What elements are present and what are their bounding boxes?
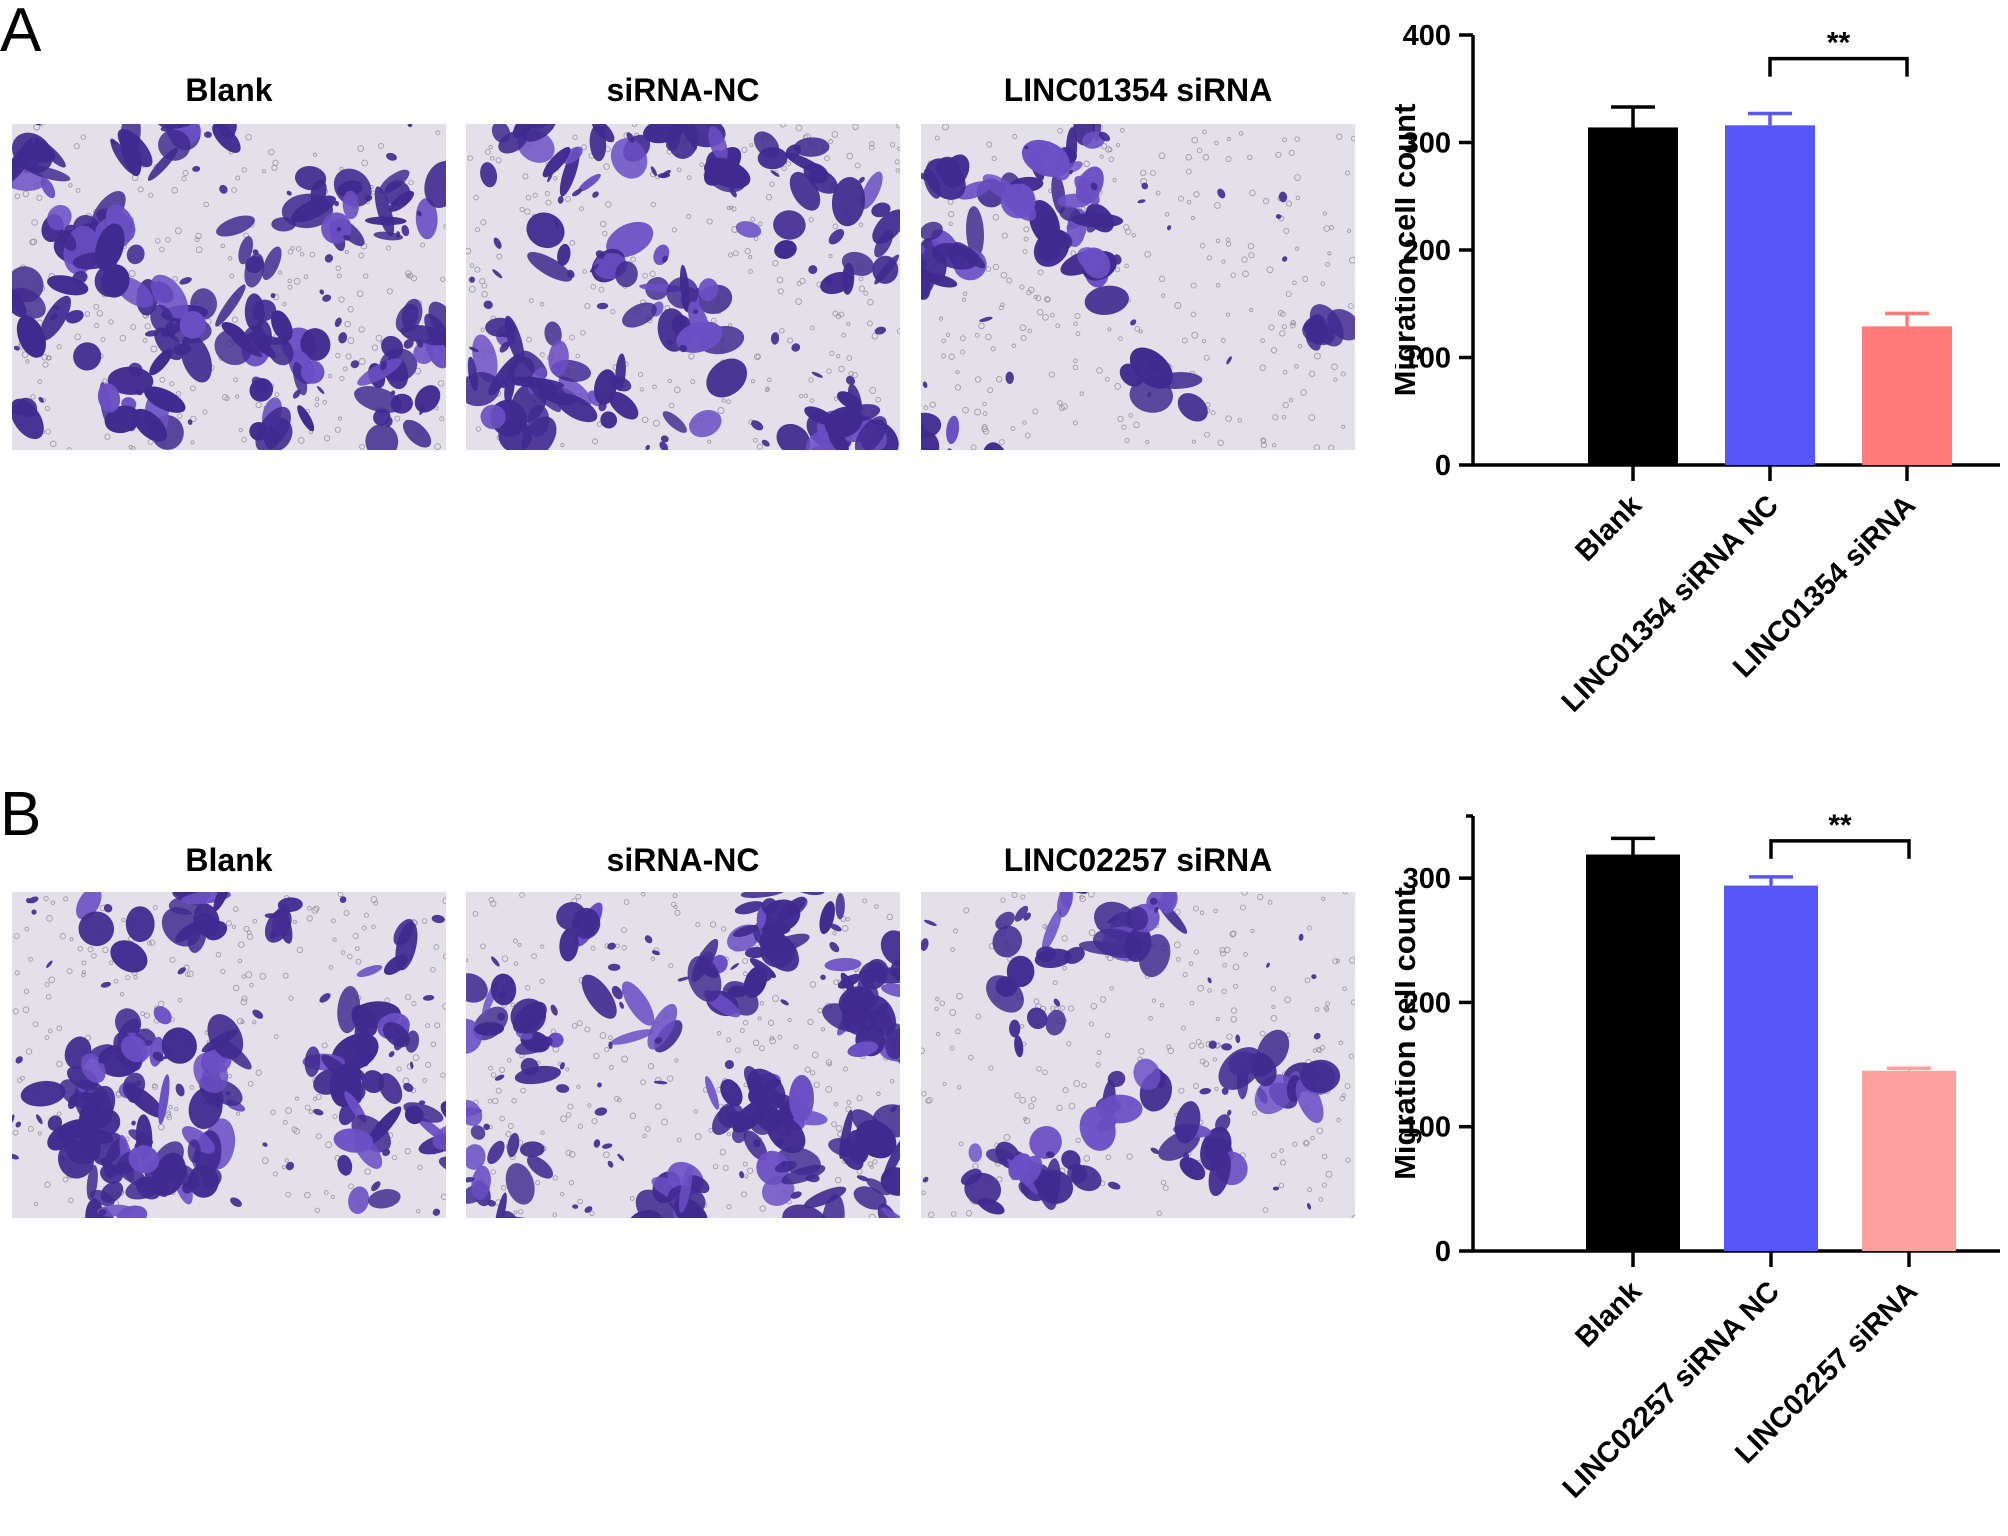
micrograph-texture	[921, 124, 1355, 450]
y-tick-label: 300	[1403, 863, 1451, 895]
significance-bracket	[1769, 839, 1911, 859]
micrograph-b-blank	[12, 892, 446, 1218]
y-tick-label: 200	[1403, 987, 1451, 1019]
bar-chart-b: 0 100 200 300 Migration cell count Blank LINC0…	[1395, 768, 2008, 1536]
bar-2	[1725, 125, 1815, 466]
bar-1	[1588, 127, 1678, 465]
panel-a-image-1-title: Blank	[185, 72, 273, 108]
panel-b-image-1-title: Blank	[185, 842, 273, 878]
y-tick-label: 400	[1403, 20, 1451, 52]
panel-a-image-2-title: siRNA-NC	[606, 72, 760, 108]
micrograph-texture	[12, 892, 446, 1218]
y-tick-label: 100	[1403, 343, 1451, 375]
panel-b-image-2-title: siRNA-NC	[606, 842, 760, 878]
y-tick-label: 300	[1403, 128, 1451, 160]
micrograph-a-sirna-nc	[466, 124, 900, 450]
bar-2	[1724, 885, 1818, 1251]
significance-bracket	[1768, 56, 1909, 77]
significance-label: **	[1828, 809, 1852, 842]
bar-1	[1586, 854, 1680, 1251]
panel-a-image-3-title: LINC01354 siRNA	[1003, 72, 1273, 108]
micrograph-b-sirna-nc	[466, 892, 900, 1218]
micrograph-b-linc02257-sirna	[921, 892, 1355, 1218]
panel-b-letter: B	[0, 780, 42, 849]
y-tick-label: 0	[1435, 1236, 1451, 1268]
y-tick-label: 200	[1403, 235, 1451, 267]
significance-label: **	[1827, 27, 1851, 60]
y-tick-label: 100	[1403, 1112, 1451, 1144]
bar-chart-a: 0 100 200 300 400 Migration cell count Blank LI…	[1395, 0, 2008, 768]
micrograph-a-blank	[12, 124, 446, 450]
bar-3	[1862, 326, 1952, 465]
bar-3	[1862, 1070, 1956, 1251]
micrograph-a-linc01354-sirna	[921, 124, 1355, 450]
y-axis-label: Migration cell count	[1395, 887, 1422, 1180]
micrograph-texture	[921, 892, 1355, 1218]
x-tick-label-1: Blank	[1569, 1275, 1648, 1354]
x-tick-label-1: Blank	[1569, 489, 1648, 568]
panel-a-letter: A	[0, 0, 42, 65]
panel-b-image-3-title: LINC02257 siRNA	[1003, 842, 1273, 878]
micrograph-texture	[466, 124, 900, 450]
micrograph-texture	[12, 124, 446, 450]
y-tick-label: 0	[1435, 450, 1451, 482]
y-axis-label: Migration cell count	[1395, 104, 1422, 397]
micrograph-texture	[466, 892, 900, 1218]
